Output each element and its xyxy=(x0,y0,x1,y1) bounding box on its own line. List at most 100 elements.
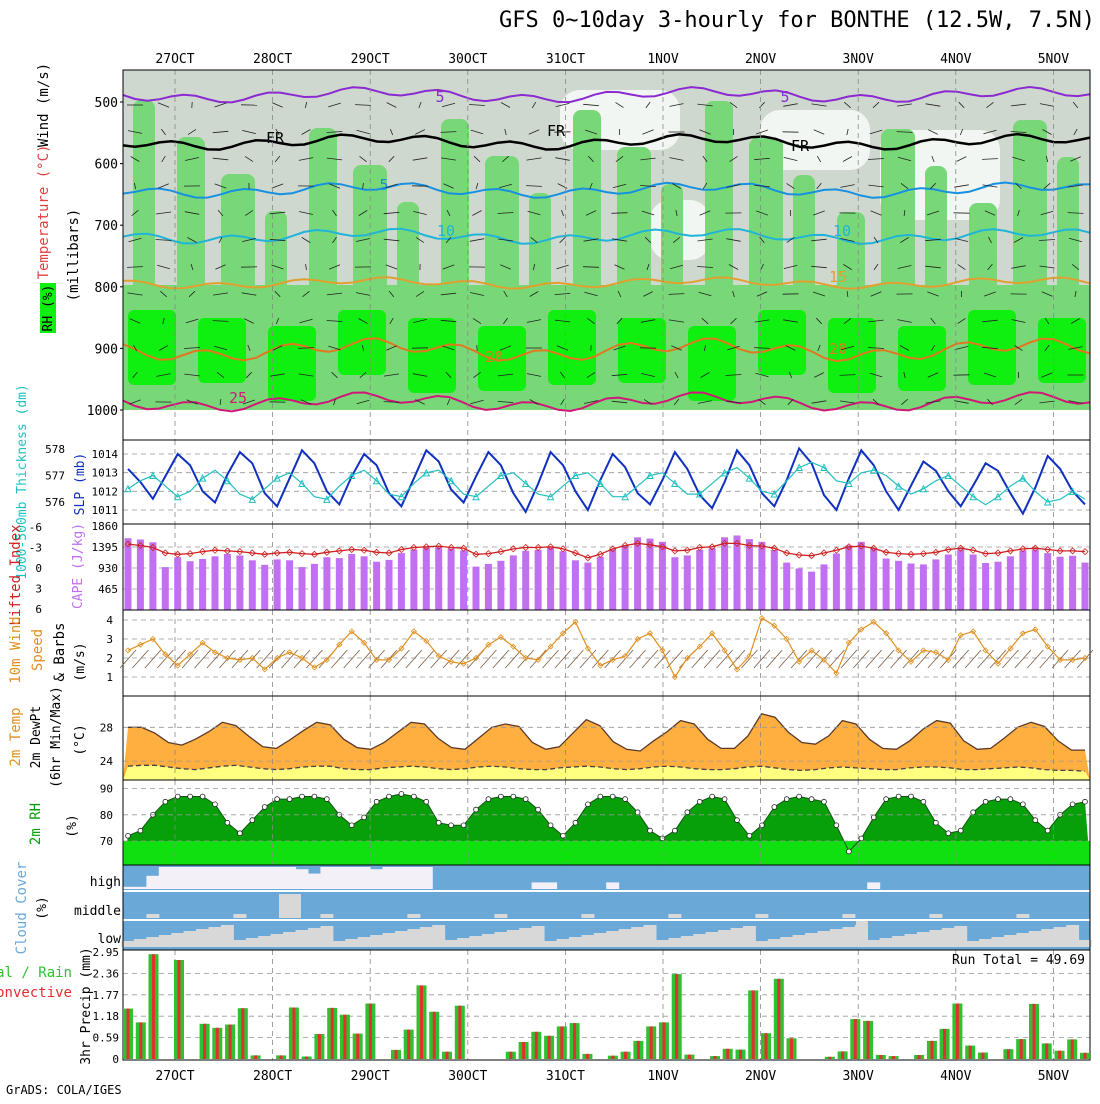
cape-bar xyxy=(261,565,268,610)
wind10-barb xyxy=(692,650,708,668)
lifted-index-axis-label: Lifted Index xyxy=(8,524,24,625)
thickness-tick-label: 576 xyxy=(45,496,65,509)
wind10-barb xyxy=(456,650,472,668)
cape-bar xyxy=(398,553,405,610)
cloud-high-bar xyxy=(345,867,358,889)
cloud-low-bar xyxy=(581,935,594,947)
wind10-barb xyxy=(1015,650,1031,668)
rh2m-point xyxy=(586,802,591,807)
date-label-bottom: 5NOV xyxy=(1038,1069,1069,1084)
cape-bar xyxy=(957,550,964,611)
cape-bar xyxy=(212,556,219,610)
cloud-mid-bar xyxy=(146,914,159,918)
wind10-barb xyxy=(257,650,273,668)
precip-convective-bar xyxy=(969,1046,972,1059)
cloud-low-bar xyxy=(842,927,855,947)
cloud-low-bar xyxy=(917,932,930,947)
isotherm-label: FR xyxy=(791,137,810,155)
wind10-barb xyxy=(1027,650,1043,668)
cloud-low-bar xyxy=(818,931,831,947)
lifted-index-tick-label: -3 xyxy=(29,542,42,555)
rh2m-point xyxy=(784,797,789,802)
cape-bar xyxy=(908,564,915,611)
rh2m-point xyxy=(722,797,727,802)
cloud-low-bar xyxy=(780,937,793,947)
isotherm-label: 25 xyxy=(229,389,247,407)
rh2m-tick-label: 90 xyxy=(100,783,113,796)
date-label-bottom: 31OCT xyxy=(546,1069,585,1084)
wind10-barb xyxy=(754,650,770,668)
cloud-low-bar xyxy=(706,932,719,947)
precip-total-rain-label: Total / Rain xyxy=(0,965,72,981)
cloud-low-bar xyxy=(544,941,557,947)
cloud-low-bar xyxy=(569,937,582,947)
rh2m-point xyxy=(387,794,392,799)
cloud-high-bar xyxy=(333,867,346,889)
cloud-low-bar xyxy=(445,940,458,947)
wind10-barb xyxy=(567,650,583,668)
cloud-low-bar xyxy=(482,934,495,947)
rh2m-point xyxy=(213,802,218,807)
wind10-barb xyxy=(729,650,745,668)
cloud-low-bar xyxy=(258,936,271,947)
precip-axis-label: 3hr Precip (mm) xyxy=(79,947,94,1064)
cloud-high-bar xyxy=(246,867,259,889)
credit-text: GrADS: COLA/IGES xyxy=(6,1083,122,1097)
rh2m-point xyxy=(362,815,367,820)
rh2m-point xyxy=(287,797,292,802)
cloud-low-bar xyxy=(370,935,383,947)
rh2m-point xyxy=(138,828,143,833)
cloud-low-bar xyxy=(196,929,209,947)
date-label-top: 5NOV xyxy=(1038,52,1069,67)
wind10-barb xyxy=(605,650,621,668)
cloud-axis-label: Cloud Cover xyxy=(14,862,30,955)
cloud-mid-bar xyxy=(929,914,942,918)
wind10-frame xyxy=(123,610,1090,696)
cape-bar xyxy=(970,555,977,611)
cape-bar xyxy=(249,560,256,610)
cloud-low-bar xyxy=(656,940,669,947)
cloud-low-bar xyxy=(768,939,781,947)
cape-bar xyxy=(945,555,952,611)
cape-bar xyxy=(423,548,430,610)
cape-bar xyxy=(932,559,939,610)
rh2m-point xyxy=(238,831,243,836)
cloud-low-bar xyxy=(407,929,420,947)
wind10-barb xyxy=(766,650,782,668)
wind10-barb xyxy=(953,650,969,668)
rh-saturated-patch xyxy=(338,310,386,375)
cloud-low-bar xyxy=(606,931,619,947)
cloud-low-bar xyxy=(507,930,520,947)
date-label-top: 30OCT xyxy=(448,52,487,67)
rh2m-point xyxy=(1021,802,1026,807)
wind10-axis-label-barbs: & Barbs xyxy=(52,622,68,681)
rh2m-tick-label: 80 xyxy=(100,809,113,822)
cloud-mid-bar xyxy=(1016,914,1029,918)
lifted-index-tick-label: 3 xyxy=(35,583,42,596)
cape-bar xyxy=(361,556,368,610)
cloud-high-bar xyxy=(283,867,296,889)
wind10-barb xyxy=(381,650,397,668)
cape-bar xyxy=(721,537,728,610)
pressure-tick-label: 500 xyxy=(95,96,118,111)
rh2m-point xyxy=(822,799,827,804)
rh2m-point xyxy=(300,794,305,799)
cape-bar xyxy=(609,550,616,611)
wind10-barb xyxy=(356,650,372,668)
cloud-low-bar xyxy=(283,932,296,947)
cape-bar xyxy=(746,539,753,610)
cloud-low-bar xyxy=(171,933,184,947)
cloud-high-bar xyxy=(258,867,271,889)
wind10-barb xyxy=(480,650,496,668)
wind10-barb xyxy=(630,650,646,668)
precip-convective-bar xyxy=(765,1033,768,1059)
cloud-low-bar xyxy=(184,931,197,947)
cape-bar xyxy=(858,542,865,610)
cape-bar xyxy=(1057,557,1064,610)
cloud-low-bar xyxy=(457,938,470,947)
cape-bar xyxy=(883,559,890,611)
cape-bar xyxy=(137,540,144,611)
precip-convective-bar xyxy=(726,1049,729,1059)
cloud-high-bar xyxy=(308,874,321,889)
wind10-barb xyxy=(269,650,285,668)
